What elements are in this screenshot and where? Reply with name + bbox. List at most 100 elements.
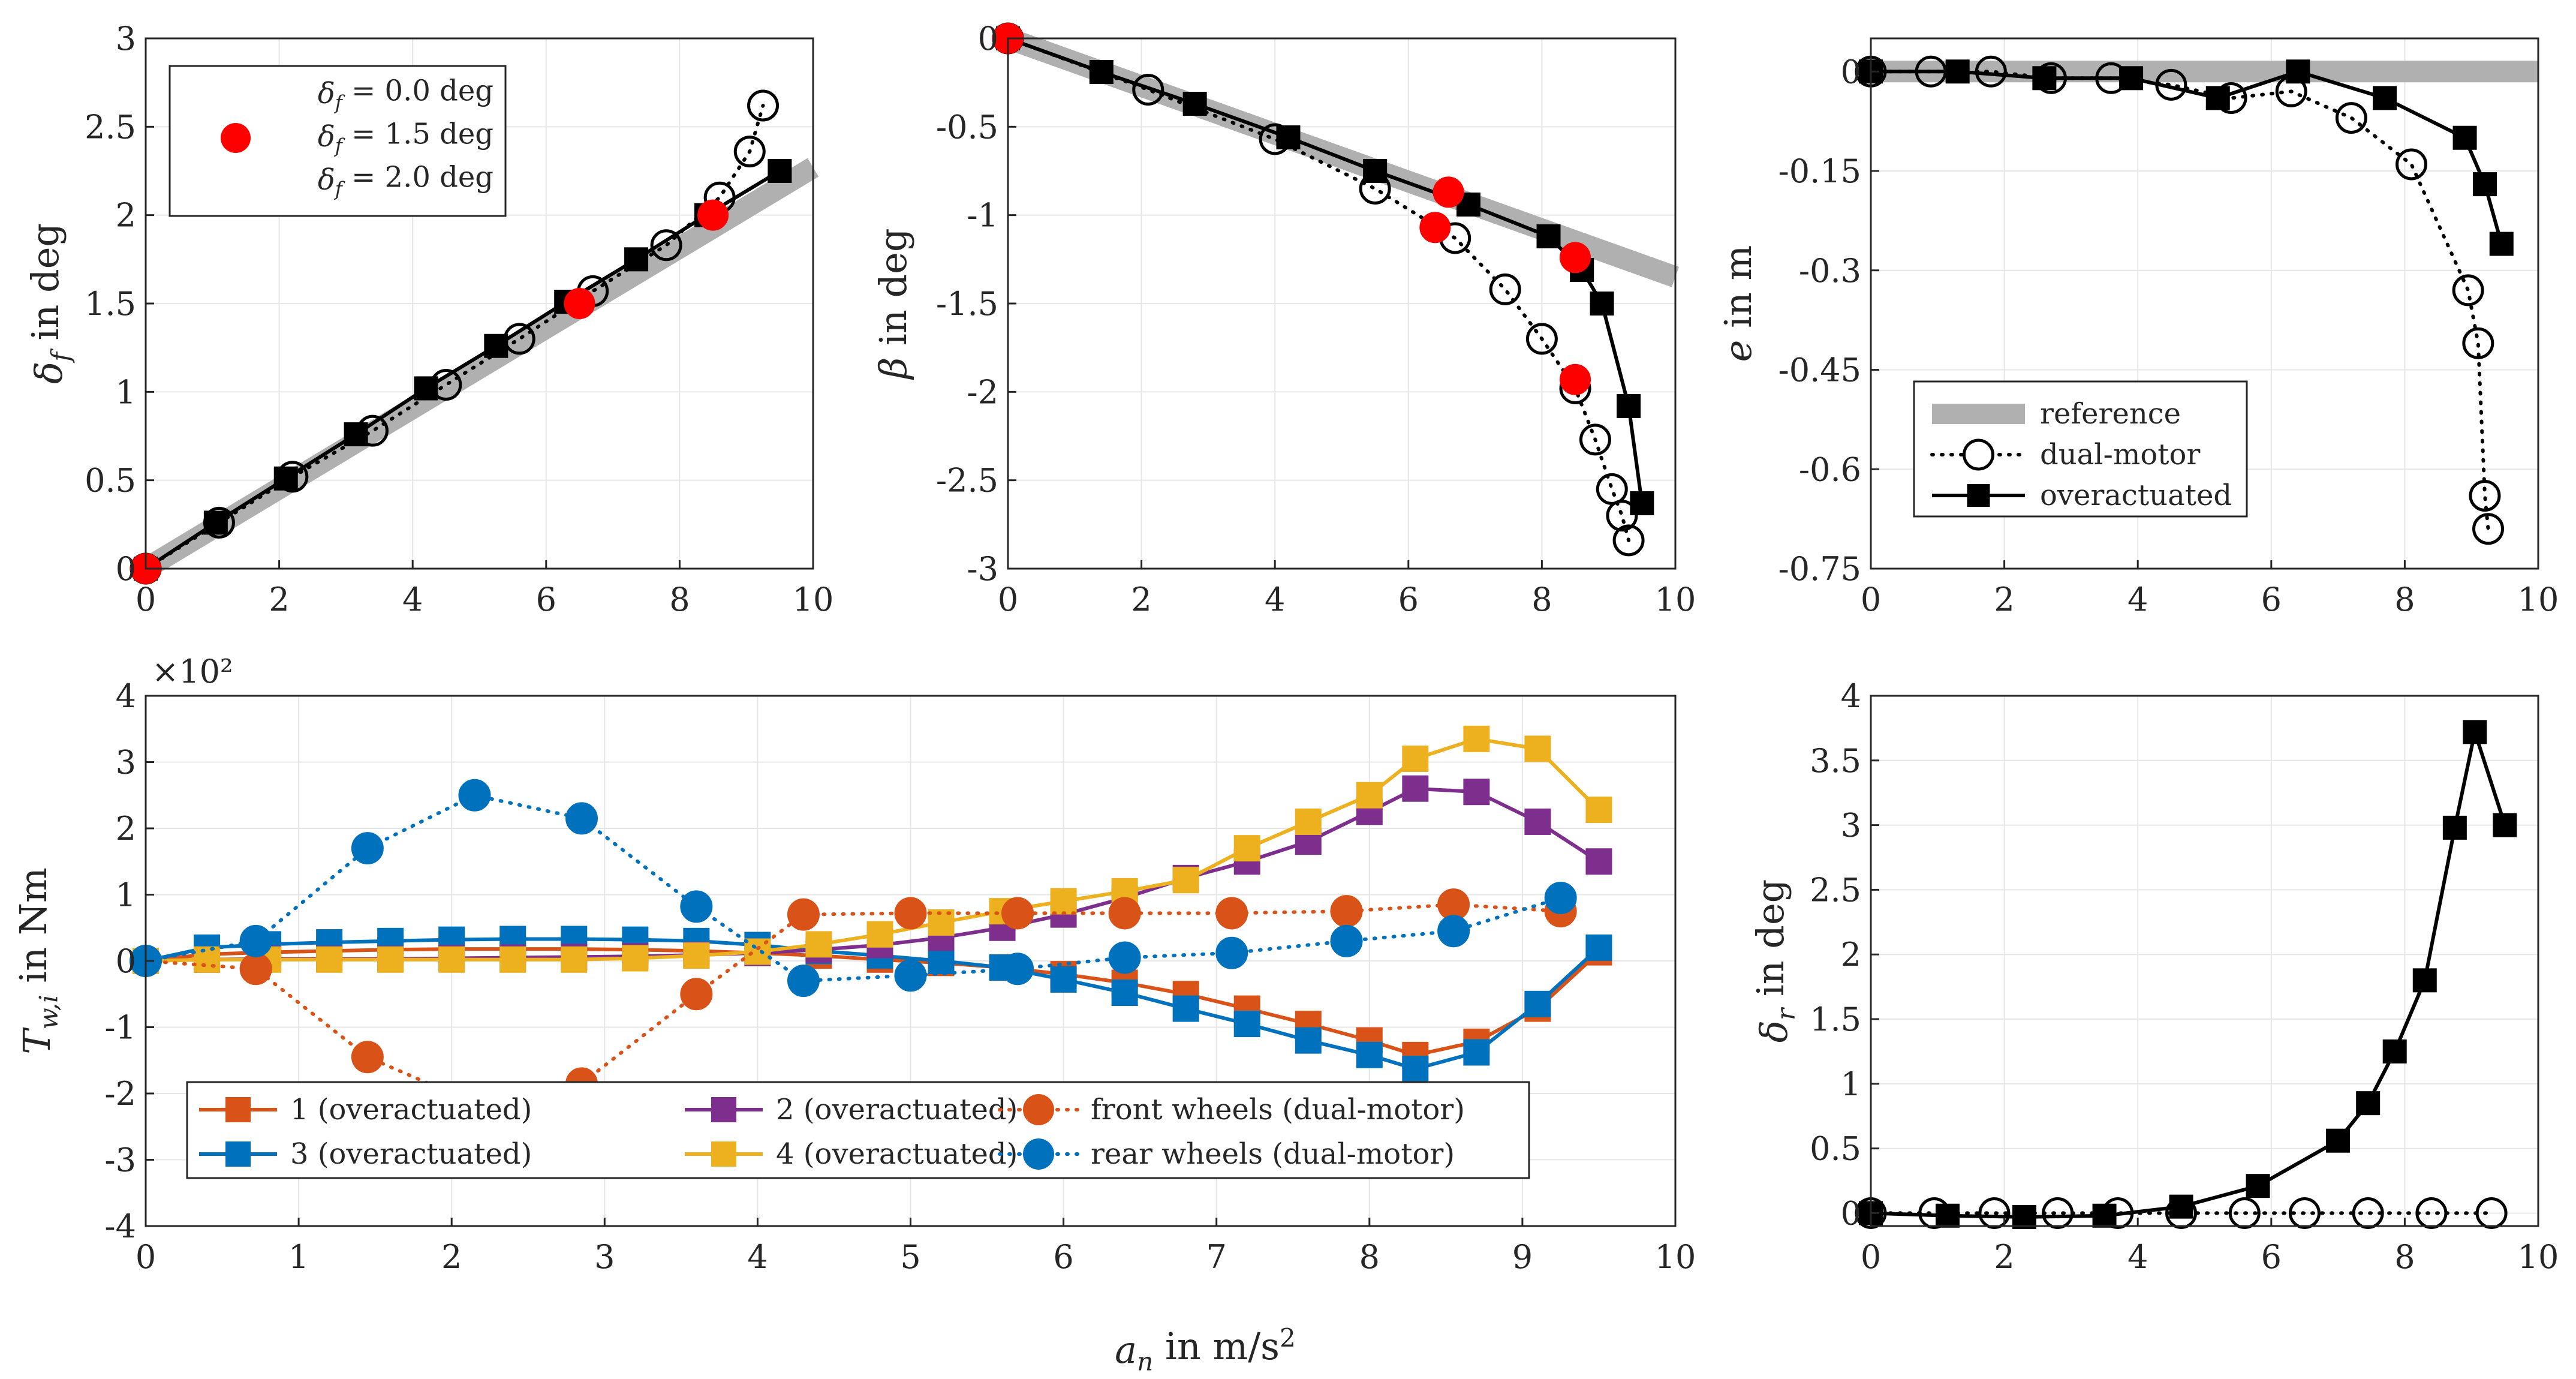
y-axis-label: δf in deg bbox=[23, 223, 76, 384]
data-point bbox=[1330, 895, 1363, 928]
legend-label: dual-motor bbox=[2040, 438, 2200, 471]
data-point bbox=[377, 946, 404, 973]
data-point bbox=[1402, 1056, 1429, 1083]
shared-x-axis-label: an in m/s2 bbox=[1115, 1323, 1296, 1377]
data-point bbox=[1524, 808, 1551, 835]
data-point bbox=[1590, 292, 1614, 316]
y-tick-label: 1 bbox=[116, 373, 136, 411]
legend-marker bbox=[1967, 484, 1990, 507]
data-point bbox=[2396, 148, 2428, 181]
y-axis-label: β in deg bbox=[871, 228, 915, 380]
legend-label: overactuated bbox=[2040, 479, 2232, 512]
data-point bbox=[1585, 797, 1612, 824]
y-tick-label: 0 bbox=[116, 550, 136, 588]
data-point bbox=[2205, 86, 2230, 110]
legend-label: 2 (overactuated) bbox=[776, 1093, 1018, 1126]
y-tick-label: 0 bbox=[116, 942, 136, 980]
data-point bbox=[2462, 327, 2494, 359]
data-point bbox=[1524, 990, 1551, 1017]
x-tick-label: 4 bbox=[1265, 581, 1285, 618]
data-point bbox=[2469, 479, 2501, 512]
data-point bbox=[438, 946, 465, 973]
x-tick-label: 8 bbox=[2394, 581, 2415, 618]
y-tick-label: -1 bbox=[967, 197, 998, 235]
x-tick-label: 8 bbox=[1359, 1238, 1380, 1276]
series-line-1 bbox=[1006, 37, 1631, 542]
data-point bbox=[1132, 73, 1164, 106]
data-point bbox=[1356, 1041, 1383, 1068]
data-point bbox=[2493, 813, 2517, 837]
data-point bbox=[1524, 735, 1551, 762]
legend-label: rear wheels (dual-motor) bbox=[1091, 1137, 1455, 1171]
data-point bbox=[894, 959, 927, 992]
y-tick-label: 2.5 bbox=[1810, 871, 1861, 909]
data-point bbox=[2119, 66, 2144, 91]
data-point bbox=[1276, 125, 1301, 150]
series-line-1 bbox=[144, 104, 765, 570]
data-point bbox=[1606, 500, 1638, 532]
data-point bbox=[2335, 102, 2367, 134]
data-point bbox=[273, 466, 298, 491]
y-tick-label: -0.15 bbox=[1778, 152, 1861, 190]
data-point bbox=[1001, 953, 1034, 986]
data-point bbox=[1419, 212, 1451, 244]
data-point bbox=[2042, 1197, 2074, 1229]
data-point bbox=[2452, 125, 2477, 150]
data-point bbox=[1585, 934, 1612, 961]
reference-line bbox=[140, 158, 819, 578]
x-tick-label: 2 bbox=[1994, 1238, 2014, 1276]
data-point bbox=[680, 978, 713, 1011]
y-tick-label: -2 bbox=[967, 373, 998, 411]
y-tick-label: 3.5 bbox=[1810, 742, 1861, 780]
data-point bbox=[2382, 1039, 2407, 1063]
x-tick-label: 6 bbox=[2261, 581, 2282, 618]
data-point bbox=[2472, 172, 2497, 197]
x-tick-label: 0 bbox=[1861, 1238, 1881, 1276]
series-group bbox=[1855, 720, 2517, 1229]
x-tick-label: 9 bbox=[1512, 1238, 1533, 1276]
data-point bbox=[1560, 242, 1591, 274]
legend-label: δf = 2.0 deg bbox=[318, 160, 493, 200]
x-tick-label: 8 bbox=[2394, 1238, 2415, 1276]
data-point bbox=[351, 832, 384, 865]
data-point bbox=[697, 199, 729, 231]
x-tick-label: 4 bbox=[2127, 581, 2148, 618]
data-point bbox=[787, 898, 820, 931]
legend-marker bbox=[711, 1141, 736, 1167]
y-tick-label: 0.5 bbox=[85, 462, 136, 500]
data-point bbox=[1182, 92, 1207, 116]
data-point bbox=[650, 229, 682, 262]
axes-box bbox=[1870, 695, 2539, 1227]
data-point bbox=[2475, 1197, 2508, 1229]
data-point bbox=[1215, 897, 1248, 930]
data-point bbox=[1089, 59, 1114, 84]
y-tick-label: -2 bbox=[104, 1075, 136, 1113]
y-exponent-label: ×10² bbox=[152, 653, 233, 690]
data-point bbox=[203, 510, 228, 535]
data-point bbox=[239, 953, 272, 986]
data-point bbox=[894, 897, 927, 930]
x-tick-label: 0 bbox=[136, 1238, 156, 1276]
data-point bbox=[1463, 1039, 1490, 1066]
y-tick-label: 0 bbox=[978, 20, 998, 58]
data-point bbox=[1363, 159, 1388, 183]
y-tick-label: 1 bbox=[1841, 1065, 1861, 1103]
data-point bbox=[2032, 66, 2057, 91]
data-point bbox=[344, 422, 368, 447]
x-tick-label: 10 bbox=[1655, 581, 1696, 618]
data-point bbox=[1330, 924, 1363, 957]
y-tick-label: 3 bbox=[116, 744, 136, 782]
data-point bbox=[2356, 1091, 2381, 1116]
data-point bbox=[1612, 524, 1645, 557]
x-tick-label: 4 bbox=[402, 581, 423, 618]
x-tick-label: 1 bbox=[288, 1238, 309, 1276]
data-point bbox=[1402, 745, 1429, 772]
data-point bbox=[1233, 1010, 1260, 1037]
data-point bbox=[805, 931, 832, 958]
x-tick-label: 0 bbox=[136, 581, 156, 618]
data-point bbox=[2012, 1204, 2036, 1229]
data-point bbox=[1935, 1203, 1960, 1228]
legend-marker bbox=[1023, 1138, 1054, 1170]
